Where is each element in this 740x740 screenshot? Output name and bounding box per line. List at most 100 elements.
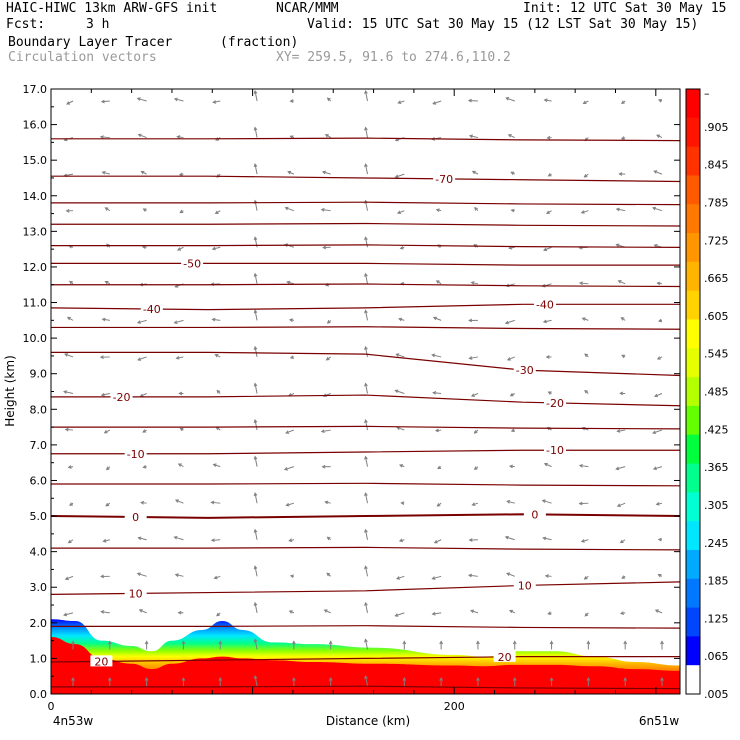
circulation-vector xyxy=(254,419,258,431)
circulation-vector-head xyxy=(400,501,405,506)
circulation-vector xyxy=(653,466,663,470)
circulation-vector-head xyxy=(617,280,622,284)
circulation-vector-head xyxy=(397,100,402,104)
colorbar-swatch xyxy=(686,233,700,263)
circulation-vector-head xyxy=(436,503,441,507)
circulation-vector-head xyxy=(583,576,588,580)
colorbar-swatch xyxy=(686,204,700,234)
circulation-vector xyxy=(285,207,295,212)
circulation-vector-head xyxy=(437,465,442,470)
circulation-vector xyxy=(508,134,515,139)
circulation-vector-head xyxy=(320,429,325,434)
circulation-vector-head xyxy=(546,210,550,214)
colorbar-label: .665 xyxy=(704,272,729,285)
circulation-vector xyxy=(618,280,626,285)
colorbar-swatch xyxy=(686,521,700,551)
circulation-vector-head xyxy=(64,427,69,432)
circulation-vector xyxy=(322,171,331,175)
circulation-vector-head xyxy=(402,640,407,645)
circulation-vector-head xyxy=(396,210,401,215)
contour-label-bg xyxy=(140,303,163,315)
circulation-vector-head xyxy=(322,245,327,250)
circulation-vector-head xyxy=(578,501,583,506)
circulation-vector-head xyxy=(107,640,112,645)
circulation-vector-head xyxy=(364,382,368,387)
circulation-vector-head xyxy=(543,247,548,252)
circulation-vector-head xyxy=(656,281,661,286)
circulation-vector-head xyxy=(541,499,546,503)
circulation-vector-head xyxy=(253,126,258,131)
colorbar-label: .785 xyxy=(704,196,729,209)
circulation-vector xyxy=(506,572,515,577)
circulation-vector-head xyxy=(176,135,181,139)
circulation-vector-head xyxy=(173,535,178,540)
header-init: Init: 12 UTC Sat 30 May 15 xyxy=(523,1,727,16)
circulation-vector-head xyxy=(173,97,178,102)
contour-label-bg xyxy=(181,257,204,269)
circulation-vector-head xyxy=(578,281,583,286)
circulation-vector xyxy=(395,612,405,617)
temperature-contour xyxy=(51,546,680,551)
circulation-vector-head xyxy=(177,463,182,467)
circulation-vector-head xyxy=(211,317,216,322)
circulation-vector-head xyxy=(178,391,183,396)
circulation-vector xyxy=(321,209,331,212)
circulation-vector-head xyxy=(652,206,657,211)
circulation-vector xyxy=(432,612,442,615)
circulation-vector-head xyxy=(615,207,620,212)
temperature-contour xyxy=(51,581,680,595)
circulation-vector xyxy=(365,90,368,102)
circulation-vector-head xyxy=(615,466,620,471)
circulation-vector-head xyxy=(394,174,399,179)
contour-label: -20 xyxy=(113,391,131,404)
circulation-vector-head xyxy=(289,355,294,359)
circulation-vector-head xyxy=(181,676,186,681)
circulation-vector-head xyxy=(619,611,624,615)
circulation-vector-head xyxy=(509,392,514,397)
circulation-vector xyxy=(579,282,589,285)
circulation-vector xyxy=(469,135,479,139)
colorbar-swatch xyxy=(686,434,700,465)
circulation-vector-head xyxy=(618,172,623,176)
colorbar-label: .305 xyxy=(704,499,729,512)
circulation-vector-head xyxy=(657,318,663,323)
circulation-vector-head xyxy=(210,538,215,543)
circulation-vector-head xyxy=(586,676,591,681)
circulation-vector-head xyxy=(142,465,147,469)
circulation-vector-head xyxy=(616,503,621,508)
circulation-vector-head xyxy=(470,281,475,285)
circulation-vector xyxy=(505,536,515,541)
circulation-vector-head xyxy=(288,610,293,614)
circulation-vector-head xyxy=(364,309,368,314)
circulation-vector-head xyxy=(67,539,72,544)
circulation-vector-head xyxy=(470,393,475,397)
circulation-vector-head xyxy=(65,208,70,213)
circulation-vector xyxy=(396,575,405,580)
circulation-vector-head xyxy=(284,206,289,211)
circulation-vector-head xyxy=(100,392,105,397)
circulation-vector-head xyxy=(140,500,145,505)
circulation-vector xyxy=(365,456,368,467)
circulation-vector xyxy=(321,429,331,433)
circulation-vector-head xyxy=(364,674,368,680)
circulation-vector-head xyxy=(578,463,583,468)
circulation-vector-head xyxy=(136,97,141,101)
circulation-vector xyxy=(138,134,147,139)
colorbar-label: .485 xyxy=(704,386,729,399)
circulation-vector-head xyxy=(471,170,476,175)
circulation-vector-head xyxy=(657,573,662,578)
colorbar-label: .245 xyxy=(704,537,729,550)
header-valid: Valid: 15 UTC Sat 30 May 15 (12 LST Sat … xyxy=(307,17,699,32)
x-axis-label: Distance (km) xyxy=(326,714,410,728)
circulation-vector xyxy=(287,281,295,285)
circulation-vector-head xyxy=(287,170,292,175)
circulation-vector-head xyxy=(473,430,478,434)
colorbar-swatch xyxy=(686,89,700,119)
circulation-vector-head xyxy=(432,391,437,395)
circulation-vector-head xyxy=(177,610,182,615)
circulation-vector xyxy=(365,675,368,687)
circulation-vector xyxy=(254,90,258,102)
circulation-vector-head xyxy=(101,317,106,322)
circulation-vector-head xyxy=(218,676,223,681)
